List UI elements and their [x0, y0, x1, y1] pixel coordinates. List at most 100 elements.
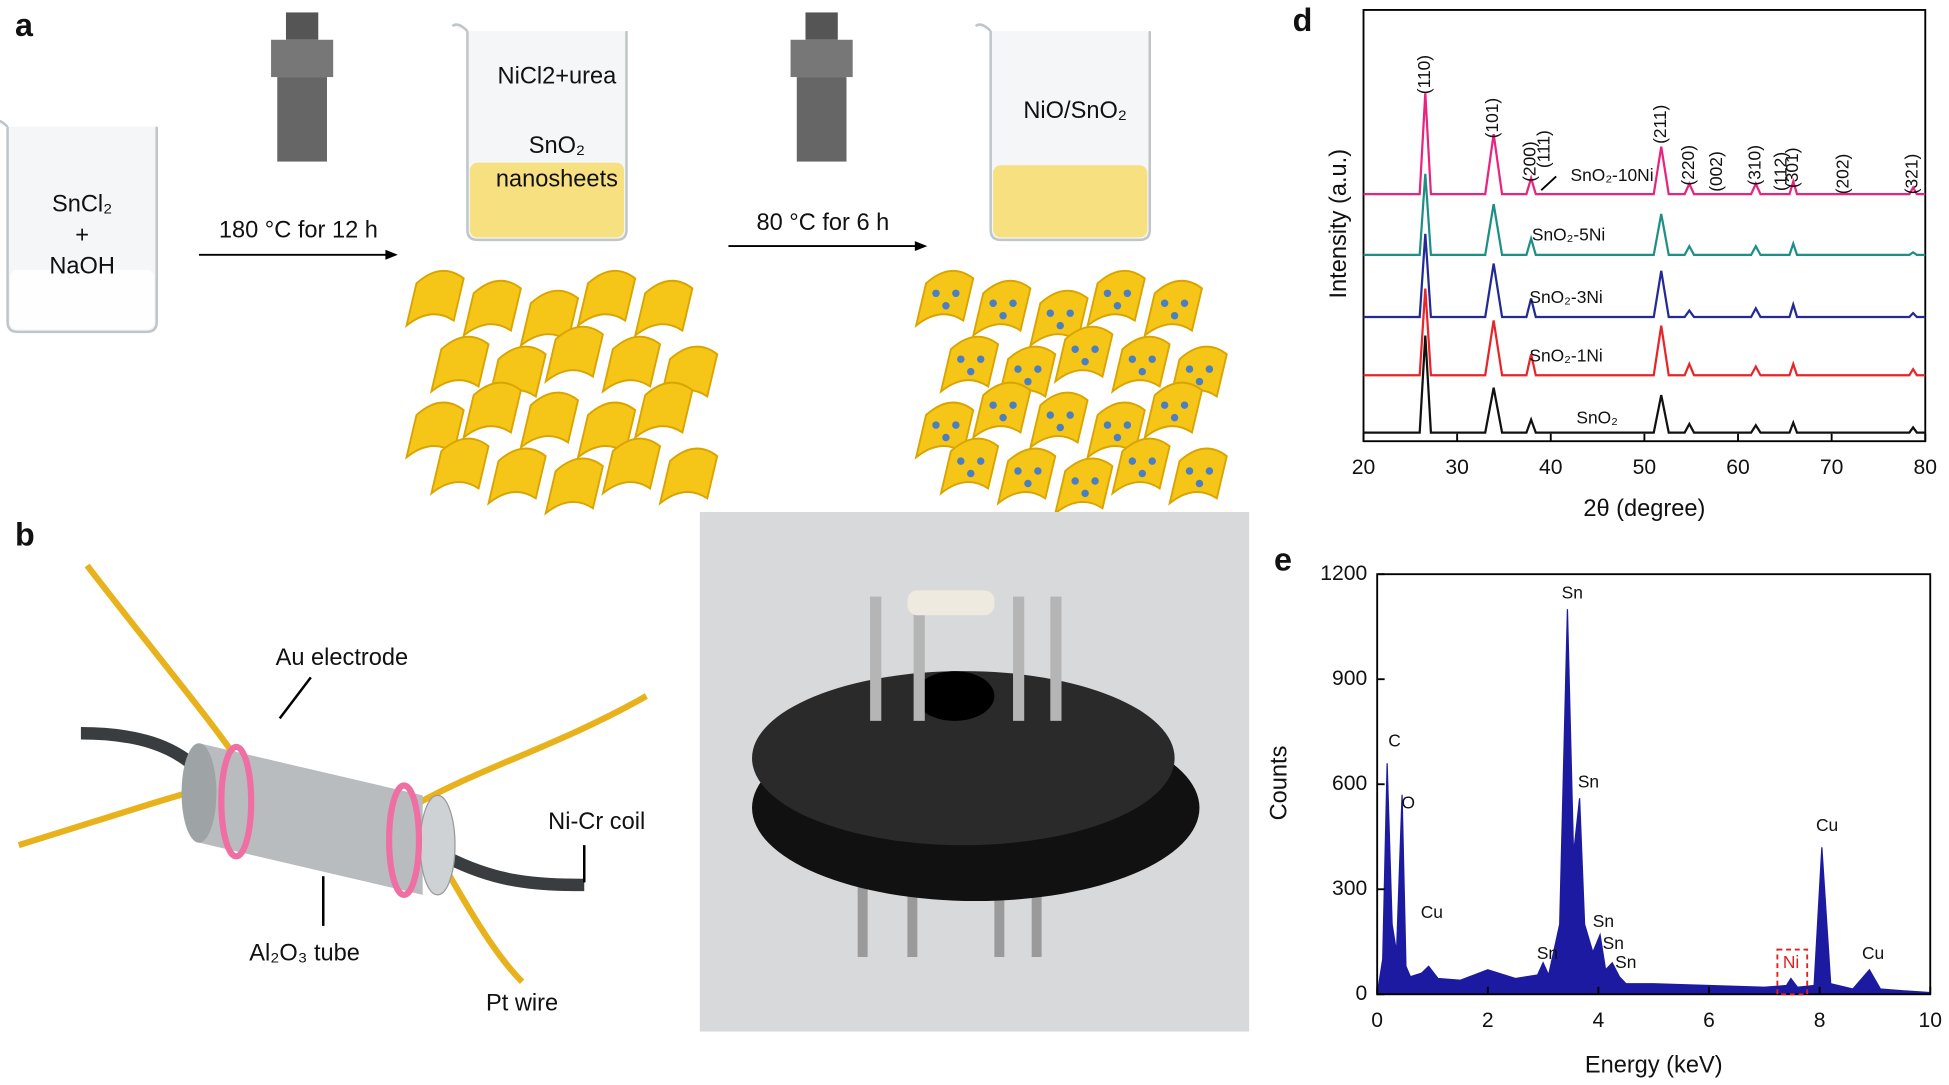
series-label: SnO₂-10Ni [1571, 165, 1654, 185]
nio-dot [1128, 457, 1137, 465]
autoclave [796, 77, 847, 162]
element-label: Ni [1783, 952, 1799, 972]
nanosheet [544, 457, 604, 516]
autoclave [271, 39, 334, 78]
element-label: C [1388, 731, 1401, 751]
autoclave [285, 12, 319, 40]
nio-dot [1170, 311, 1179, 320]
nio-dot [1046, 411, 1055, 419]
sensor [907, 590, 995, 616]
nio-dot [1138, 469, 1147, 478]
nanosheet [1053, 325, 1114, 384]
nio-dot [1128, 355, 1137, 363]
xrd-line [1363, 93, 1926, 196]
pin [857, 832, 868, 957]
xrd-line [1363, 335, 1926, 434]
series-label: SnO₂ [1576, 407, 1618, 427]
series-label: SnO₂-5Ni [1532, 225, 1605, 245]
y-tick-label: 900 [1332, 667, 1367, 690]
nio-dot [1123, 421, 1132, 429]
element-label: Sn [1537, 943, 1558, 963]
nio-dot [1160, 299, 1169, 307]
nio-dot [1066, 411, 1074, 419]
nio-dot [967, 367, 975, 376]
liquid [10, 269, 155, 330]
label: Pt wire [486, 990, 558, 1016]
label: + [75, 222, 89, 248]
nio-dot [989, 299, 997, 307]
nio-dot [1056, 423, 1064, 432]
peak-label: (110) [1414, 55, 1434, 94]
element-label: O [1401, 793, 1415, 813]
nio-dot [1009, 299, 1017, 307]
x-tick-label: 30 [1445, 456, 1468, 479]
plot-frame [1376, 573, 1932, 996]
nanosheet [1086, 270, 1146, 329]
series-label: SnO₂-3Ni [1529, 287, 1602, 307]
x-tick-label: 0 [1371, 1009, 1383, 1032]
peak-label: (101) [1482, 98, 1502, 139]
pt-wire [408, 693, 648, 811]
ni-box [1776, 948, 1809, 996]
tube [198, 743, 423, 895]
x-tick-label: 8 [1814, 1009, 1826, 1032]
nio-dot [1123, 289, 1132, 298]
callout-arrow [278, 676, 312, 720]
autoclave [805, 12, 838, 40]
panel-label: d [1293, 2, 1313, 38]
nanosheet [971, 381, 1032, 440]
nanosheet [1143, 381, 1203, 440]
element-label: Sn [1593, 911, 1614, 931]
element-label: Cu [1421, 902, 1443, 922]
nio-dot [1024, 377, 1032, 386]
pt-wire [84, 563, 239, 760]
label: NiCl2+urea [498, 63, 618, 89]
nio-dot [1091, 345, 1099, 353]
nio-dot [1180, 299, 1189, 307]
autoclave [790, 39, 853, 78]
nio-dot [952, 421, 960, 429]
nio-dot [1034, 467, 1042, 475]
x-axis-label: 2θ (degree) [1583, 496, 1705, 522]
label: 80 °C for 6 h [756, 210, 889, 236]
label: 180 °C for 12 h [219, 217, 378, 243]
eds-area [1376, 609, 1931, 995]
nio-dot [1103, 289, 1112, 298]
label: Ni-Cr coil [548, 809, 645, 835]
x-tick-label: 4 [1593, 1009, 1605, 1032]
nanosheet [1110, 437, 1171, 496]
x-axis-label: Energy (keV) [1585, 1053, 1723, 1079]
label: Al₂O₃ tube [249, 941, 360, 967]
nanosheet [633, 279, 694, 338]
element-label: Sn [1578, 772, 1599, 792]
plot-frame [1362, 9, 1927, 443]
x-tick-label: 80 [1914, 456, 1937, 479]
nanosheet [1143, 279, 1203, 338]
nanosheet [519, 391, 580, 450]
x-tick-label: 50 [1633, 456, 1656, 479]
socket [752, 671, 1175, 846]
nio-dot [989, 401, 997, 409]
nio-dot [957, 355, 965, 363]
nio-dot [1103, 421, 1112, 429]
nio-dot [999, 311, 1007, 320]
peak-label: (200) [1520, 141, 1540, 182]
nio-dot [1046, 309, 1055, 317]
nio-dot [1195, 377, 1204, 386]
nanosheet [601, 335, 662, 394]
nio-dot [952, 289, 960, 298]
label: SnO₂ [529, 133, 585, 159]
nio-dot [1091, 477, 1099, 485]
label: Au electrode [276, 645, 409, 671]
nanosheet [633, 381, 694, 440]
nio-dot [1205, 365, 1214, 373]
element-label: Sn [1615, 952, 1636, 972]
nio-dot [976, 355, 985, 363]
y-tick-label: 600 [1332, 772, 1367, 795]
peak-label: (220) [1678, 145, 1698, 186]
nio-dot [932, 289, 940, 298]
tube-end [181, 743, 217, 843]
label: NiO/SnO₂ [1023, 98, 1127, 124]
nanosheet [939, 335, 1000, 394]
